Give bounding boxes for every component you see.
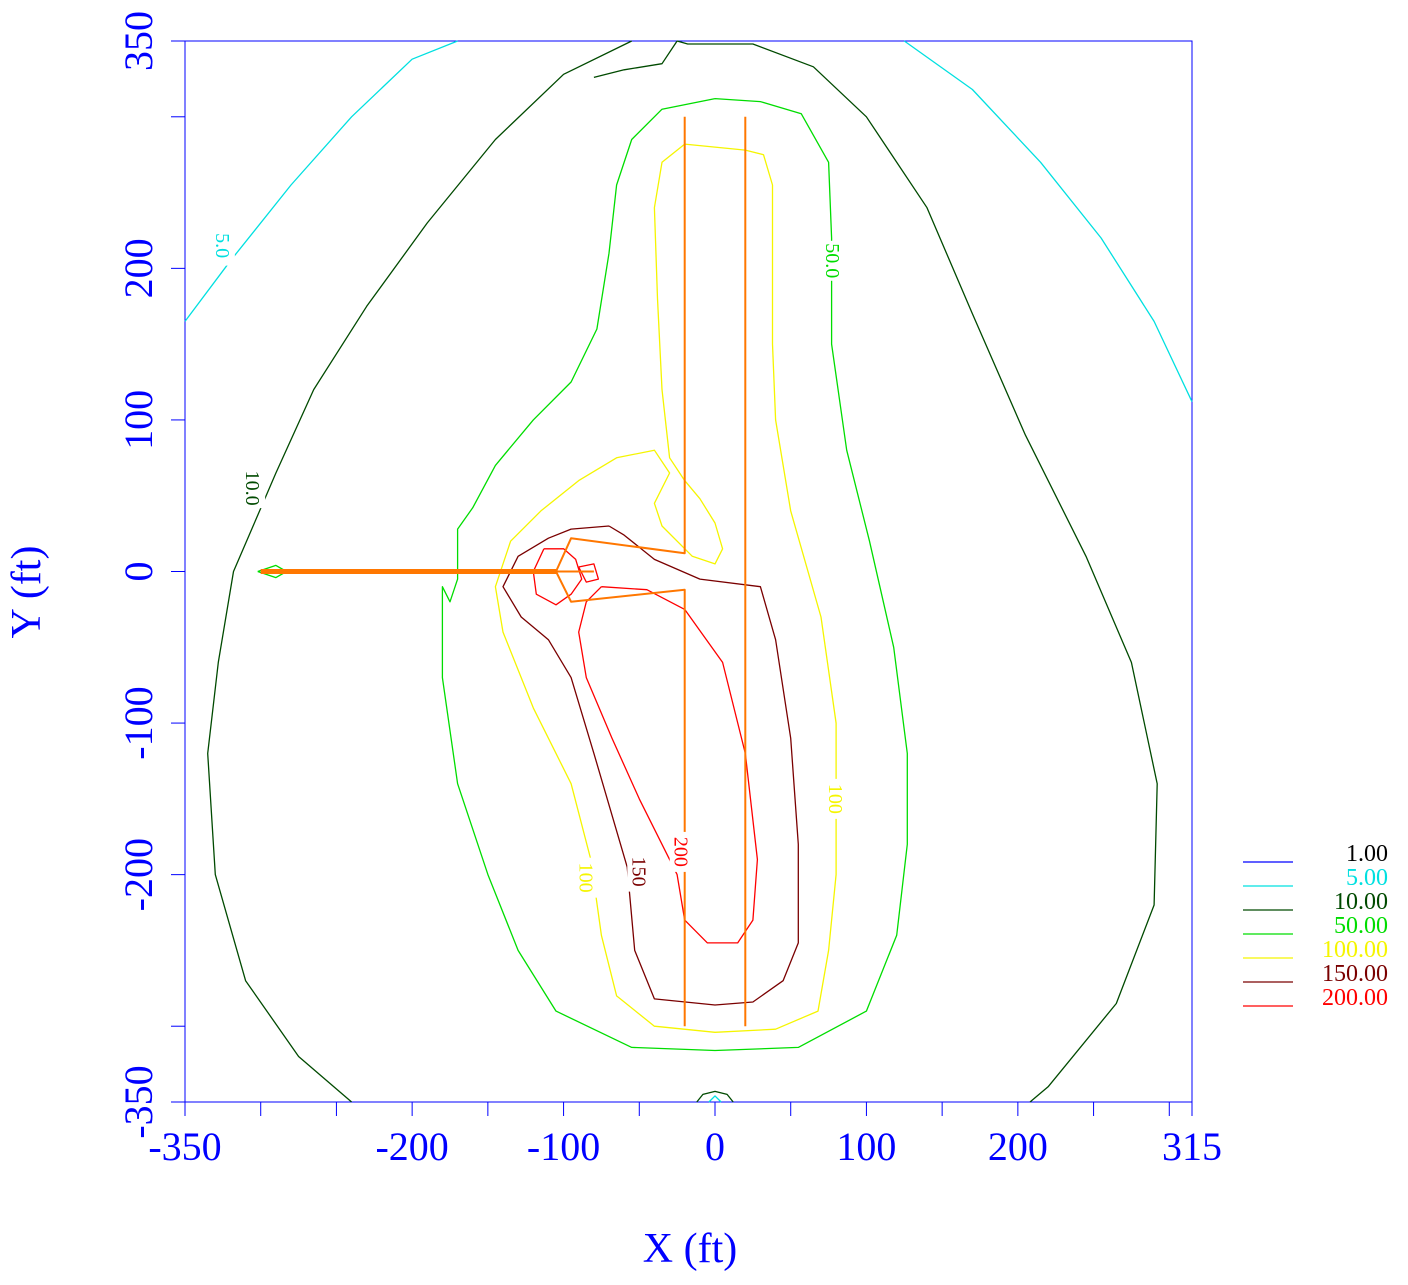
legend-label: 50.00 (1334, 913, 1388, 939)
legend-label: 150.00 (1322, 961, 1388, 987)
x-tick-label: 200 (988, 1124, 1048, 1169)
contour-line-150 (502, 525, 799, 1006)
source-layer (260, 116, 747, 1027)
contour-line-10 (676, 40, 1158, 1103)
legend-label: 200.00 (1322, 985, 1388, 1011)
contour-label-bg (574, 857, 599, 898)
contour-line-200 (532, 548, 583, 606)
y-tick-label: 200 (116, 238, 161, 298)
contour-line-5 (184, 40, 458, 322)
y-axis-title: Y (ft) (4, 546, 50, 639)
contour-layer (184, 40, 1193, 1103)
contour-line-200 (578, 586, 759, 944)
contour-label-bg (821, 240, 846, 281)
x-tick-label: -200 (375, 1124, 448, 1169)
x-tick-label: 100 (836, 1124, 896, 1169)
contour-label-bg (627, 851, 652, 892)
contour-line-5 (708, 1095, 722, 1103)
contour-label-layer: 5.0 10.0 50.0 100 100 150 200 (210, 225, 849, 898)
y-tick-label: 0 (116, 562, 161, 582)
contour-line-5 (903, 40, 1193, 402)
contour-label-5: 5.0 (211, 233, 233, 258)
x-tick-label: -100 (527, 1124, 600, 1169)
y-tick-label: -200 (116, 838, 161, 911)
contour-label-bg (241, 468, 266, 509)
contour-label-100: 100 (824, 784, 846, 814)
contour-label-bg (824, 778, 849, 819)
x-tick-label: -350 (148, 1124, 221, 1169)
x-tick-label: 0 (705, 1124, 725, 1169)
contour-line-200 (578, 563, 600, 583)
axis-layer: -350 -200 -100 0 100 200 315 350 200 100 0 -100 -200… (116, 11, 1222, 1169)
contour-label-50: 50.0 (821, 243, 843, 278)
y-tick-label: 350 (116, 11, 161, 71)
x-tick-label: 315 (1162, 1124, 1222, 1169)
y-tick-label: -100 (116, 686, 161, 759)
contour-line-100 (494, 143, 837, 1033)
x-axis-title: X (ft) (643, 1226, 737, 1272)
contour-label-bg (210, 225, 235, 266)
contour-line-10 (696, 1090, 734, 1103)
contour-label-10: 10.0 (241, 471, 263, 506)
contour-label-150: 150 (627, 857, 649, 887)
legend-label: 100.00 (1322, 937, 1388, 963)
contour-line-10 (207, 40, 632, 1103)
contour-line-50 (441, 97, 908, 1052)
y-tick-label: 100 (116, 390, 161, 450)
y-tick-label: -350 (116, 1065, 161, 1138)
legend-label: 1.00 (1346, 841, 1388, 867)
legend-label: 10.00 (1334, 889, 1388, 915)
contour-label-bg (669, 831, 694, 872)
legend-label: 5.00 (1346, 865, 1388, 891)
contour-label-100: 100 (574, 863, 596, 893)
contour-label-200: 200 (670, 837, 692, 867)
contour-line-10 (593, 40, 678, 79)
